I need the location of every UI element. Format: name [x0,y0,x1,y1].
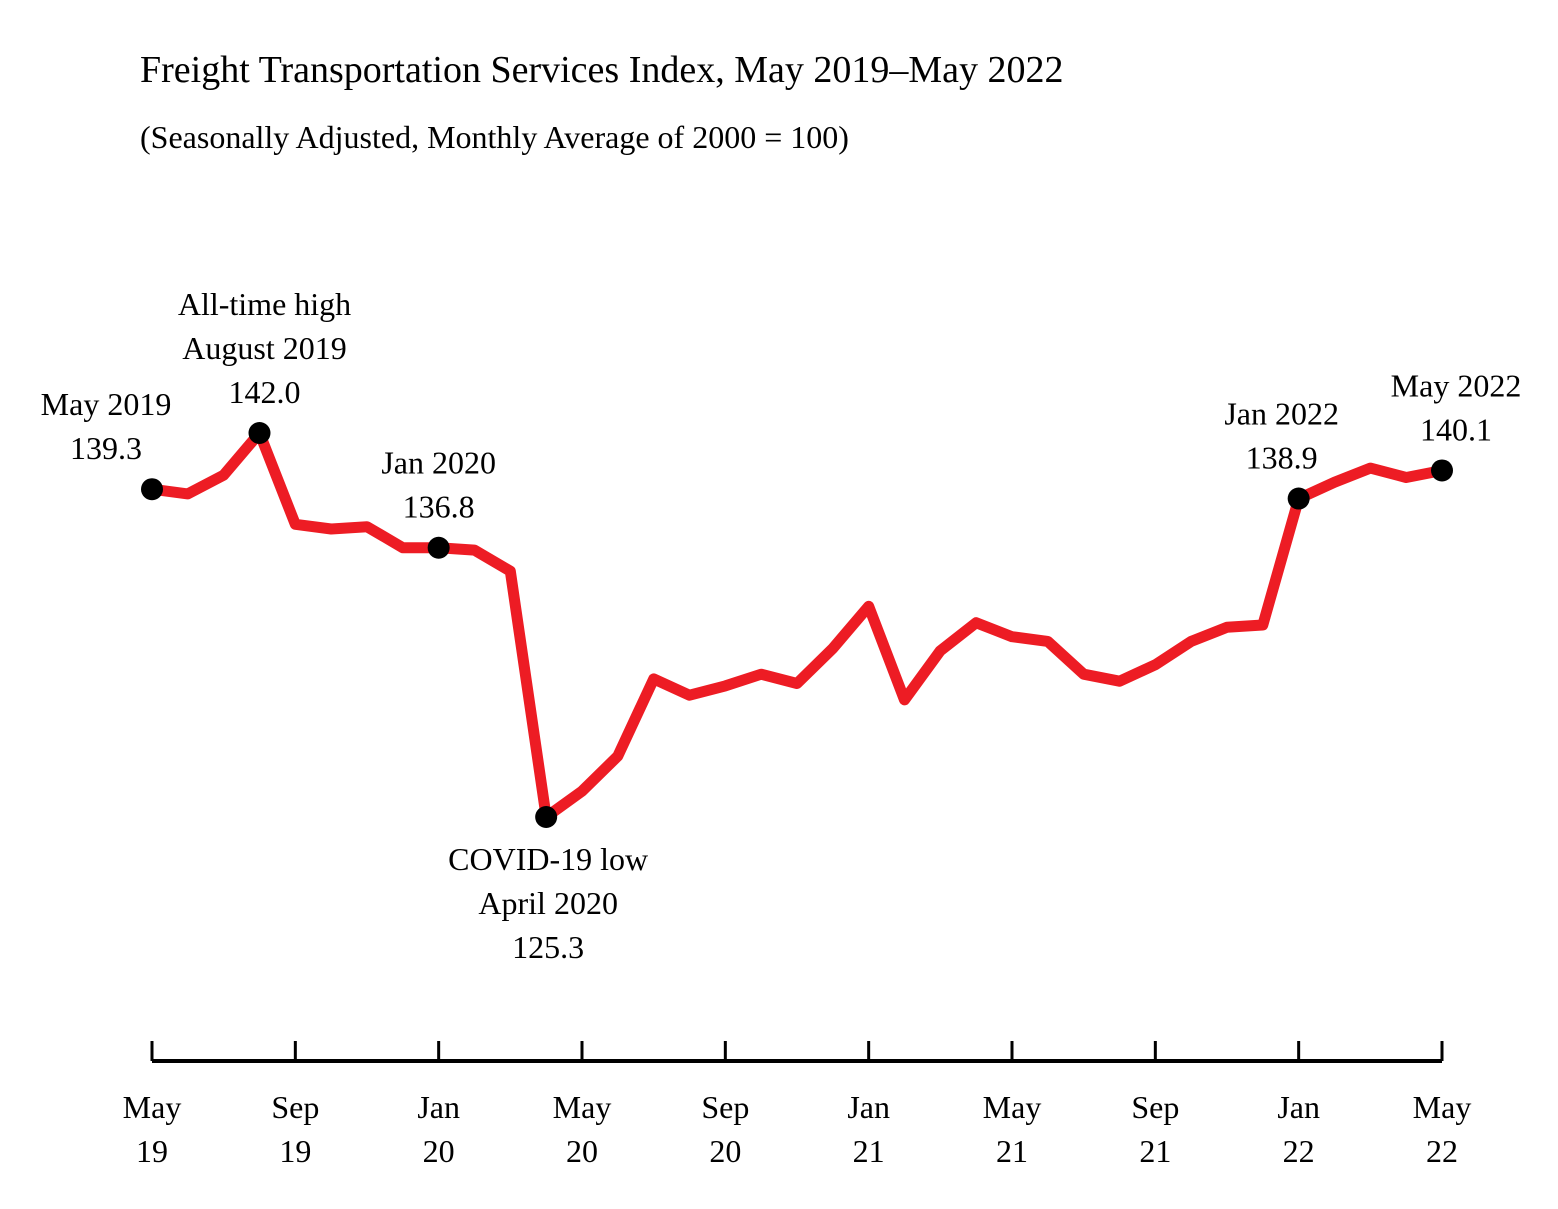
point-annotation: All-time high August 2019 142.0 [178,286,351,410]
x-tick-year: 22 [1426,1133,1458,1169]
point-annotation: Jan 2022 138.9 [1224,396,1339,476]
x-tick-label: May 21 [983,1089,1042,1169]
point-annotation: COVID-19 low April 2020 125.3 [448,841,648,965]
x-tick-year: 19 [136,1133,168,1169]
point-annotation-line: 136.8 [403,489,475,525]
point-annotation-line: August 2019 [182,330,346,366]
data-point-marker [248,422,271,444]
x-tick-month: Sep [701,1089,749,1125]
x-tick-year: 20 [566,1133,598,1169]
point-annotation-line: All-time high [178,286,351,322]
point-annotation-line: 142.0 [229,374,301,410]
x-tick-year: 20 [423,1133,455,1169]
x-tick-year: 21 [1139,1133,1171,1169]
x-tick-label: May 19 [123,1089,182,1169]
data-point-marker [535,806,558,828]
x-tick-label: Jan 22 [1277,1089,1320,1169]
x-tick-month: Sep [271,1089,319,1125]
point-annotation-line: May 2019 [41,386,172,422]
x-tick-label: Jan 21 [847,1089,890,1169]
data-point-marker [1287,487,1310,510]
x-tick-label: May 22 [1413,1089,1472,1169]
x-tick-month: May [553,1089,612,1125]
x-tick-label: Sep 19 [271,1089,319,1169]
data-point-marker [141,478,163,501]
point-annotation-line: 138.9 [1246,440,1318,476]
x-tick-label: Sep 20 [701,1089,749,1169]
point-annotation-line: May 2022 [1391,367,1522,403]
point-annotation-line: 125.3 [512,929,584,965]
data-point-marker [427,536,450,559]
x-tick-month: May [1413,1089,1472,1125]
point-annotation-line: Jan 2022 [1224,396,1339,432]
x-tick-month: Jan [1277,1089,1320,1125]
point-annotation: May 2019 139.3 [41,386,172,466]
x-tick-month: Sep [1131,1089,1179,1125]
x-tick-year: 21 [996,1133,1028,1169]
chart-subtitle: (Seasonally Adjusted, Monthly Average of… [140,119,849,155]
x-tick-year: 19 [279,1133,311,1169]
x-tick-label: May 20 [553,1089,612,1169]
x-axis: May 19 Sep 19 Jan 20 May 20 Sep 20 Jan 21 May 21 Sep 21… [123,1041,1472,1169]
x-tick-label: Sep 21 [1131,1089,1179,1169]
point-annotation: May 2022 140.1 [1391,367,1522,447]
x-tick-label: Jan 20 [417,1089,460,1169]
point-annotation-line: COVID-19 low [448,841,648,877]
chart-title: Freight Transportation Services Index, M… [140,49,1064,91]
point-annotation: Jan 2020 136.8 [381,445,496,525]
x-tick-month: May [123,1089,182,1125]
plot-area [146,427,1448,823]
x-tick-month: May [983,1089,1042,1125]
x-tick-month: Jan [417,1089,460,1125]
point-annotation-line: April 2020 [478,885,618,921]
x-tick-year: 21 [853,1133,885,1169]
x-tick-year: 20 [709,1133,741,1169]
series-line-fts-index [146,427,1448,823]
x-tick-year: 22 [1283,1133,1315,1169]
point-annotation-line: 140.1 [1420,411,1492,447]
x-tick-month: Jan [847,1089,890,1125]
point-annotation-line: Jan 2020 [381,445,496,481]
point-annotation-line: 139.3 [70,430,142,466]
annotations: May 2019 139.3 All-time high August 2019 142… [41,286,1522,965]
data-point-marker [1431,459,1453,482]
